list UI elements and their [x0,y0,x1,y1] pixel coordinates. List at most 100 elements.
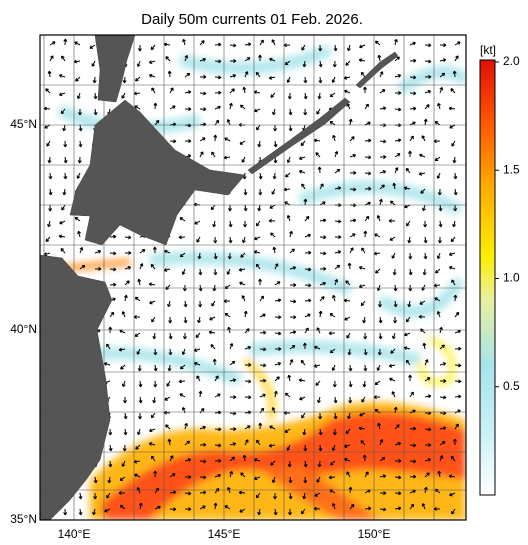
current-arrow [229,378,237,383]
current-arrow [214,473,221,478]
current-arrow [257,140,262,148]
current-arrow [349,233,356,238]
current-arrow [182,332,187,340]
current-arrow [409,474,417,479]
current-arrow [255,71,261,78]
current-arrow [453,294,458,302]
current-arrow [452,220,457,228]
current-arrow [424,59,432,64]
current-arrow [328,331,336,336]
current-arrow [405,167,411,174]
current-arrow [438,204,443,212]
current-arrow [210,204,216,211]
current-arrow [377,300,382,308]
current-arrow [273,140,278,148]
current-arrow [379,89,386,94]
current-arrow [272,172,277,180]
current-arrow [224,312,231,318]
colorbar-tick-label: 2.0 [503,54,520,68]
current-arrow [349,503,355,510]
current-arrow [240,252,246,258]
current-arrow [148,73,156,78]
current-arrow [109,251,117,256]
current-arrow [61,55,66,62]
current-arrow [94,249,102,254]
current-arrow [58,92,66,97]
current-arrow [197,252,202,260]
current-arrow [409,121,416,126]
current-arrow [270,232,276,238]
current-arrow [274,263,279,270]
current-arrow [136,428,141,436]
current-arrow [379,106,387,111]
current-arrow [243,188,248,196]
current-arrow [358,265,366,270]
current-arrow [360,440,366,446]
current-arrow [270,460,276,466]
current-arrow [450,455,456,462]
current-arrow [198,390,203,398]
current-arrow [243,204,248,212]
current-arrow [239,281,246,286]
title: Daily 50m currents 01 Feb. 2026. [141,11,363,28]
current-arrow [167,438,172,446]
current-arrow [121,460,126,467]
current-arrow [134,473,141,478]
current-arrow [47,70,52,78]
current-arrow [137,278,142,286]
current-arrow [332,380,337,388]
current-arrow [318,428,323,436]
current-arrow [169,490,177,495]
current-arrow [244,379,252,384]
current-arrow [315,152,321,158]
current-arrow [439,395,447,400]
current-arrow [289,330,297,335]
current-arrow [319,201,326,206]
current-arrow [394,38,398,46]
current-arrow [254,236,261,241]
current-arrow [184,90,192,95]
current-arrow [184,475,192,480]
current-arrow [46,140,51,147]
current-arrow [165,56,171,62]
current-arrow [318,412,323,420]
current-arrow [78,508,83,516]
current-arrow [288,476,293,484]
current-arrow [418,171,426,176]
current-arrow [379,439,384,446]
current-arrow [424,74,432,79]
current-arrow [394,458,402,463]
current-arrow [332,60,337,68]
current-arrow [317,92,322,100]
current-arrow [454,311,460,318]
current-arrow [362,454,367,462]
current-arrow [274,331,282,336]
current-arrow [268,75,276,80]
current-arrow [63,38,68,46]
current-arrow [451,279,456,286]
current-arrow [364,471,369,478]
current-arrow [73,59,81,64]
current-arrow [405,316,411,323]
current-arrow [333,412,338,420]
current-arrow [244,395,252,400]
current-arrow [437,236,442,244]
current-arrow [348,118,353,126]
current-arrow [448,474,456,479]
current-arrow [333,396,338,404]
current-arrow [167,300,171,308]
current-arrow [63,508,68,516]
current-arrow [61,204,66,211]
current-arrow [301,183,306,190]
current-arrow [298,378,306,383]
current-arrow [346,471,351,478]
current-arrow [379,139,387,144]
current-arrow [213,134,218,142]
current-arrow [241,295,246,302]
current-arrow [409,91,417,96]
current-arrow [138,396,143,404]
current-arrow [179,217,186,222]
current-arrow [214,427,222,432]
current-arrow [182,38,186,46]
current-arrow [316,476,321,483]
